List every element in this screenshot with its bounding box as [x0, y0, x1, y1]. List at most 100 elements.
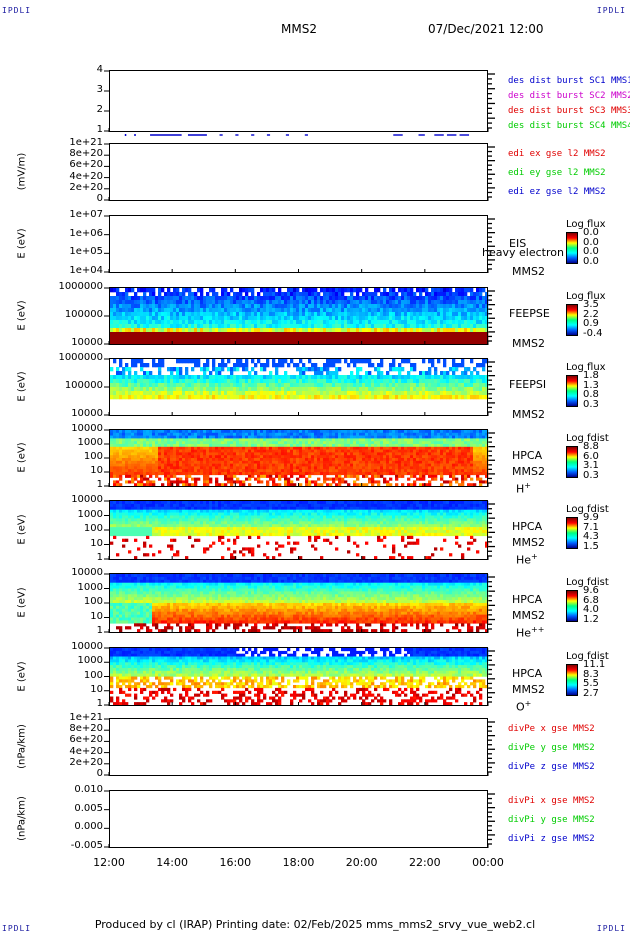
spectrogram-cell	[191, 320, 195, 325]
spectrogram-cell	[254, 460, 258, 464]
spectrogram-cell	[182, 336, 186, 341]
spectrogram-cell	[458, 316, 462, 321]
spectrogram-cell	[188, 308, 192, 313]
spectrogram-cell	[188, 383, 192, 388]
spectrogram-cell	[203, 363, 207, 368]
spectrogram-cell	[422, 324, 426, 329]
spectrogram-cell	[167, 430, 171, 434]
spectrogram-cell	[317, 336, 321, 341]
spectrogram-cell	[287, 449, 291, 453]
spectrogram-cell	[155, 444, 159, 448]
spectrogram-cell	[479, 363, 483, 368]
spectrogram-cell	[392, 336, 396, 341]
spectrogram-cell	[395, 449, 399, 453]
spectrogram-cell	[458, 458, 462, 462]
spectrogram-cell	[140, 340, 144, 345]
spectrogram-cell	[197, 441, 201, 445]
spectrogram-cell	[137, 379, 141, 384]
spectrogram-cell	[449, 304, 453, 309]
spectrogram-cell	[248, 383, 252, 388]
spectrogram-cell	[173, 387, 177, 392]
spectrogram-cell	[317, 379, 321, 384]
spectrogram-cell	[401, 474, 405, 478]
spectrogram-cell	[452, 300, 456, 305]
spectrogram-cell	[188, 466, 192, 470]
spectrogram-cell	[206, 340, 210, 345]
spectrogram-cell	[320, 395, 324, 400]
spectrogram-cell	[113, 441, 117, 445]
spectrogram-cell	[479, 379, 483, 384]
spectrogram-cell	[356, 466, 360, 470]
spectrogram-cell	[158, 387, 162, 392]
spectrogram-cell	[431, 308, 435, 313]
spectrogram-cell	[236, 435, 240, 439]
spectrogram-cell	[125, 379, 129, 384]
spectrogram-cell	[116, 469, 120, 473]
spectrogram-cell	[176, 387, 180, 392]
spectrogram-cell	[176, 379, 180, 384]
spectrogram-cell	[251, 292, 255, 297]
spectrogram-cell	[371, 324, 375, 329]
spectrogram-cell	[134, 455, 138, 459]
spectrogram-cell	[452, 367, 456, 372]
spectrogram-cell	[392, 387, 396, 392]
spectrogram-cell	[428, 466, 432, 470]
spectrogram-cell	[236, 375, 240, 380]
spectrogram-cell	[272, 359, 276, 364]
spectrogram-cell	[356, 395, 360, 400]
spectrogram-cell	[116, 395, 120, 400]
spectrogram-cell	[176, 432, 180, 436]
spectrogram-cell	[236, 340, 240, 345]
spectrogram-cell	[146, 441, 150, 445]
spectrogram-cell	[374, 441, 378, 445]
spectrogram-cell	[434, 444, 438, 448]
spectrogram-cell	[302, 446, 306, 450]
spectrogram-cell	[233, 432, 237, 436]
spectrogram-cell	[332, 328, 336, 333]
spectrogram-cell	[287, 455, 291, 459]
spectrogram-cell	[473, 292, 477, 297]
spectrogram-cell	[248, 371, 252, 376]
spectrogram-cell	[440, 477, 444, 481]
spectrogram-cell	[302, 292, 306, 297]
spectrogram-cell	[290, 452, 294, 456]
spectrogram-cell	[314, 379, 318, 384]
spectrogram-cell	[221, 472, 225, 476]
spectrogram-cell	[350, 316, 354, 321]
spectrogram-cell	[233, 391, 237, 396]
spectrogram-cell	[176, 304, 180, 309]
spectrogram-cell	[449, 375, 453, 380]
spectrogram-cell	[281, 435, 285, 439]
spectrogram-cell	[233, 438, 237, 442]
spectrogram-cell	[311, 296, 315, 301]
spectrogram-cell	[413, 446, 417, 450]
spectrogram-cell	[293, 379, 297, 384]
spectrogram-cell	[371, 438, 375, 442]
spectrogram-cell	[323, 444, 327, 448]
spectrogram-cell	[182, 320, 186, 325]
spectrogram-cell	[257, 438, 261, 442]
spectrogram-cell	[329, 472, 333, 476]
spectrogram-cell	[398, 391, 402, 396]
spectrogram-cell	[278, 472, 282, 476]
spectrogram-cell	[134, 466, 138, 470]
spectrogram-cell	[395, 320, 399, 325]
spectrogram-cell	[188, 288, 192, 293]
spectrogram-cell	[290, 391, 294, 396]
spectrogram-cell	[410, 387, 414, 392]
spectrogram-cell	[221, 483, 225, 487]
spectrogram-cell	[422, 296, 426, 301]
spectrogram-cell	[152, 387, 156, 392]
spectrogram-cell	[296, 435, 300, 439]
spectrogram-cell	[140, 296, 144, 301]
spectrogram-cell	[416, 383, 420, 388]
spectrogram-cell	[164, 308, 168, 313]
spectrogram-cell	[206, 304, 210, 309]
spectrogram-cell	[260, 332, 264, 337]
spectrogram-cell	[245, 452, 249, 456]
spectrogram-cell	[227, 466, 231, 470]
spectrogram-cell	[188, 304, 192, 309]
spectrogram-cell	[368, 477, 372, 481]
spectrogram-cell	[293, 483, 297, 487]
spectrogram-cell	[140, 455, 144, 459]
